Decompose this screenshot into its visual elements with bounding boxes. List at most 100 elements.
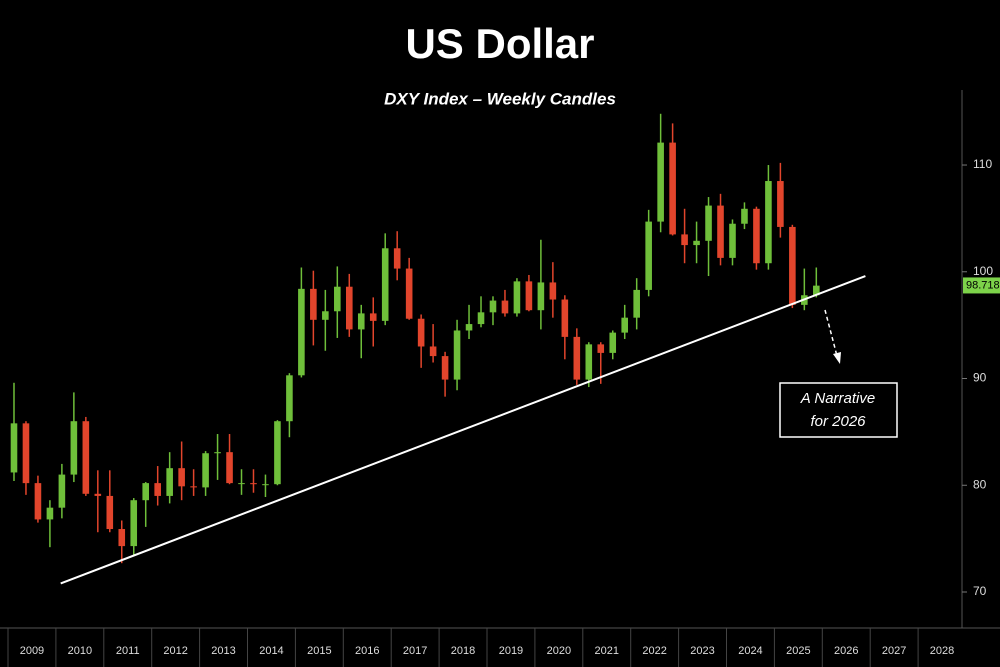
- candle-body: [214, 452, 221, 454]
- candle-body: [334, 286, 341, 312]
- candle-body: [322, 311, 329, 320]
- x-tick-label: 2023: [690, 645, 714, 657]
- candle-body: [381, 248, 389, 321]
- last-value-label: 98.718: [966, 279, 1000, 291]
- candle-body: [585, 344, 593, 380]
- candle-body: [705, 205, 712, 241]
- candle-body: [573, 336, 581, 380]
- candle-body: [238, 483, 245, 485]
- x-tick-label: 2017: [403, 645, 427, 657]
- candle-body: [717, 205, 724, 258]
- y-tick-label: 80: [973, 477, 987, 491]
- candle-body: [645, 221, 652, 290]
- candle-body: [130, 500, 138, 547]
- x-tick-label: 2010: [68, 645, 92, 657]
- candle-body: [345, 286, 353, 330]
- x-tick-label: 2025: [786, 645, 810, 657]
- x-tick-label: 2011: [116, 645, 140, 657]
- candle-body: [501, 300, 509, 314]
- x-tick-label: 2021: [595, 645, 619, 657]
- candle-body: [190, 486, 197, 488]
- candle-body: [94, 493, 102, 496]
- candle-body: [753, 208, 760, 264]
- candle-body: [477, 312, 485, 325]
- x-tick-label: 2015: [307, 645, 331, 657]
- x-tick-label: 2016: [355, 645, 379, 657]
- x-tick-label: 2026: [834, 645, 858, 657]
- candle-body: [777, 181, 784, 227]
- candle-body: [405, 268, 413, 319]
- candle-body: [729, 223, 736, 258]
- x-tick-label: 2009: [20, 645, 44, 657]
- x-tick-label: 2020: [547, 645, 571, 657]
- candle-body: [525, 281, 533, 311]
- chart-title: US Dollar: [405, 20, 594, 67]
- candle-body: [681, 234, 688, 246]
- candle-body: [657, 142, 664, 222]
- last-value-box: [963, 277, 1000, 294]
- candle-body: [178, 468, 185, 487]
- x-tick-label: 2024: [738, 645, 762, 657]
- candle-body: [549, 282, 557, 300]
- candle-body: [465, 324, 473, 331]
- y-tick-label: 110: [973, 157, 992, 171]
- candle-body: [202, 453, 209, 488]
- candle-body: [393, 248, 401, 269]
- candle-body: [286, 375, 293, 422]
- candle-body: [142, 483, 150, 501]
- x-tick-label: 2019: [499, 645, 523, 657]
- candle-body: [106, 495, 114, 530]
- candle-body: [46, 507, 54, 520]
- trendline: [60, 275, 866, 585]
- candle-body: [310, 288, 317, 320]
- x-tick-label: 2028: [930, 645, 954, 657]
- candle-body: [609, 332, 617, 353]
- candle-body: [166, 468, 173, 496]
- candle-body: [369, 313, 377, 321]
- candle-body: [226, 452, 233, 484]
- candle-body: [621, 317, 629, 333]
- y-tick-label: 90: [973, 371, 987, 385]
- candle-body: [118, 529, 126, 547]
- candle-body: [262, 484, 269, 486]
- candle-body: [82, 421, 90, 494]
- annotation-text: A Narrative: [800, 390, 875, 407]
- candle-body: [813, 285, 820, 296]
- candle-body: [513, 281, 521, 314]
- candle-body: [274, 421, 281, 485]
- candle-body: [22, 423, 30, 484]
- candle-body: [537, 282, 545, 311]
- annotation-box: [779, 382, 898, 438]
- candle-body: [693, 240, 700, 246]
- x-tick-label: 2018: [451, 645, 475, 657]
- x-tick-label: 2027: [882, 645, 906, 657]
- candle-body: [669, 142, 676, 235]
- candle-body: [10, 423, 18, 473]
- candle-body: [70, 421, 78, 475]
- candle-body: [429, 346, 437, 357]
- candle-body: [298, 288, 305, 376]
- x-tick-label: 2013: [211, 645, 235, 657]
- candle-body: [765, 181, 772, 264]
- annotation-text: for 2026: [810, 413, 866, 430]
- candle-body: [561, 299, 569, 337]
- candle-body: [453, 330, 461, 380]
- candle-body: [441, 356, 449, 380]
- candle-body: [789, 226, 796, 305]
- candle-body: [417, 318, 425, 347]
- candle-body: [489, 300, 497, 313]
- chart-subtitle: DXY Index – Weekly Candles: [384, 89, 616, 108]
- x-tick-label: 2012: [163, 645, 187, 657]
- arrow-head: [833, 352, 841, 364]
- x-tick-label: 2022: [642, 645, 666, 657]
- candle-body: [741, 208, 748, 224]
- candle-body: [250, 483, 257, 485]
- y-tick-label: 100: [973, 264, 993, 278]
- x-tick-label: 2014: [259, 645, 283, 657]
- y-tick-label: 70: [973, 584, 987, 598]
- candle-body: [357, 313, 365, 330]
- candle-body: [58, 474, 66, 508]
- candle-body: [633, 289, 640, 318]
